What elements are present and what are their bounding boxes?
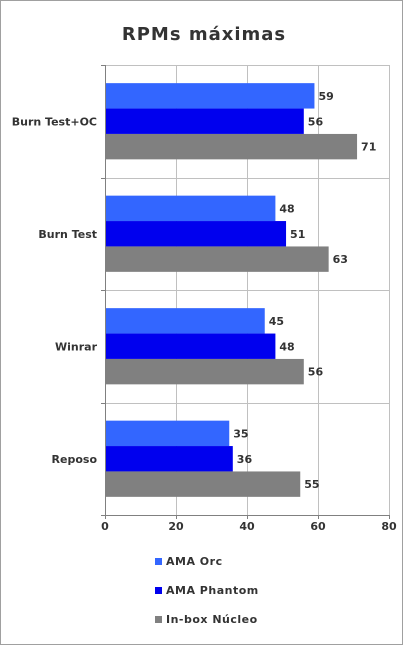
category-label: Reposo bbox=[52, 453, 98, 466]
data-label: 51 bbox=[290, 228, 305, 241]
data-label: 48 bbox=[279, 202, 294, 215]
x-tick-label: 0 bbox=[101, 520, 109, 533]
bar-in-box-n-cleo-2 bbox=[105, 358, 304, 385]
data-label: 56 bbox=[308, 115, 324, 128]
data-label: 71 bbox=[361, 141, 376, 154]
bar-in-box-n-cleo-3 bbox=[105, 471, 301, 497]
bar-ama-phantom-0 bbox=[105, 108, 304, 134]
bar-in-box-n-cleo-0 bbox=[105, 133, 358, 160]
x-tick-label: 40 bbox=[239, 520, 255, 533]
legend-label: AMA Orc bbox=[166, 555, 223, 568]
data-label: 36 bbox=[237, 453, 253, 466]
category-label: Burn Test bbox=[38, 228, 97, 241]
data-label: 59 bbox=[318, 90, 333, 103]
chart-title: RPMs máximas bbox=[122, 24, 286, 45]
bar-in-box-n-cleo-1 bbox=[105, 246, 329, 272]
data-label: 45 bbox=[269, 315, 284, 328]
bar-ama-orc-2 bbox=[105, 308, 265, 334]
axes: Burn Test+OC Burn Test Winrar Reposo 0 20 40 60… bbox=[12, 65, 397, 533]
bar-ama-phantom-3 bbox=[105, 446, 233, 472]
category-label: Burn Test+OC bbox=[12, 115, 97, 128]
data-label: 55 bbox=[304, 478, 319, 491]
bar-ama-phantom-2 bbox=[105, 333, 276, 359]
legend-swatch-1 bbox=[155, 587, 162, 594]
x-tick-label: 20 bbox=[168, 520, 184, 533]
category-label: Winrar bbox=[55, 340, 98, 353]
legend-label: In-box Núcleo bbox=[166, 613, 258, 626]
legend-label: AMA Phantom bbox=[166, 584, 259, 597]
legend-swatch-0 bbox=[155, 558, 162, 565]
data-label: 63 bbox=[333, 253, 348, 266]
bar-ama-orc-3 bbox=[105, 420, 230, 447]
legend-swatch-2 bbox=[155, 616, 162, 623]
bar-ama-phantom-1 bbox=[105, 221, 287, 247]
data-label: 48 bbox=[279, 340, 294, 353]
bar-ama-orc-1 bbox=[105, 195, 276, 222]
x-tick-label: 80 bbox=[381, 520, 397, 533]
data-label: 56 bbox=[308, 366, 324, 379]
bar-ama-orc-0 bbox=[105, 83, 315, 109]
bars: 59 56 71 48 51 63 45 48 56 35 36 55 bbox=[105, 83, 376, 497]
x-tick-label: 60 bbox=[310, 520, 326, 533]
data-label: 35 bbox=[233, 427, 248, 440]
legend: AMA Orc AMA Phantom In-box Núcleo bbox=[155, 555, 259, 626]
